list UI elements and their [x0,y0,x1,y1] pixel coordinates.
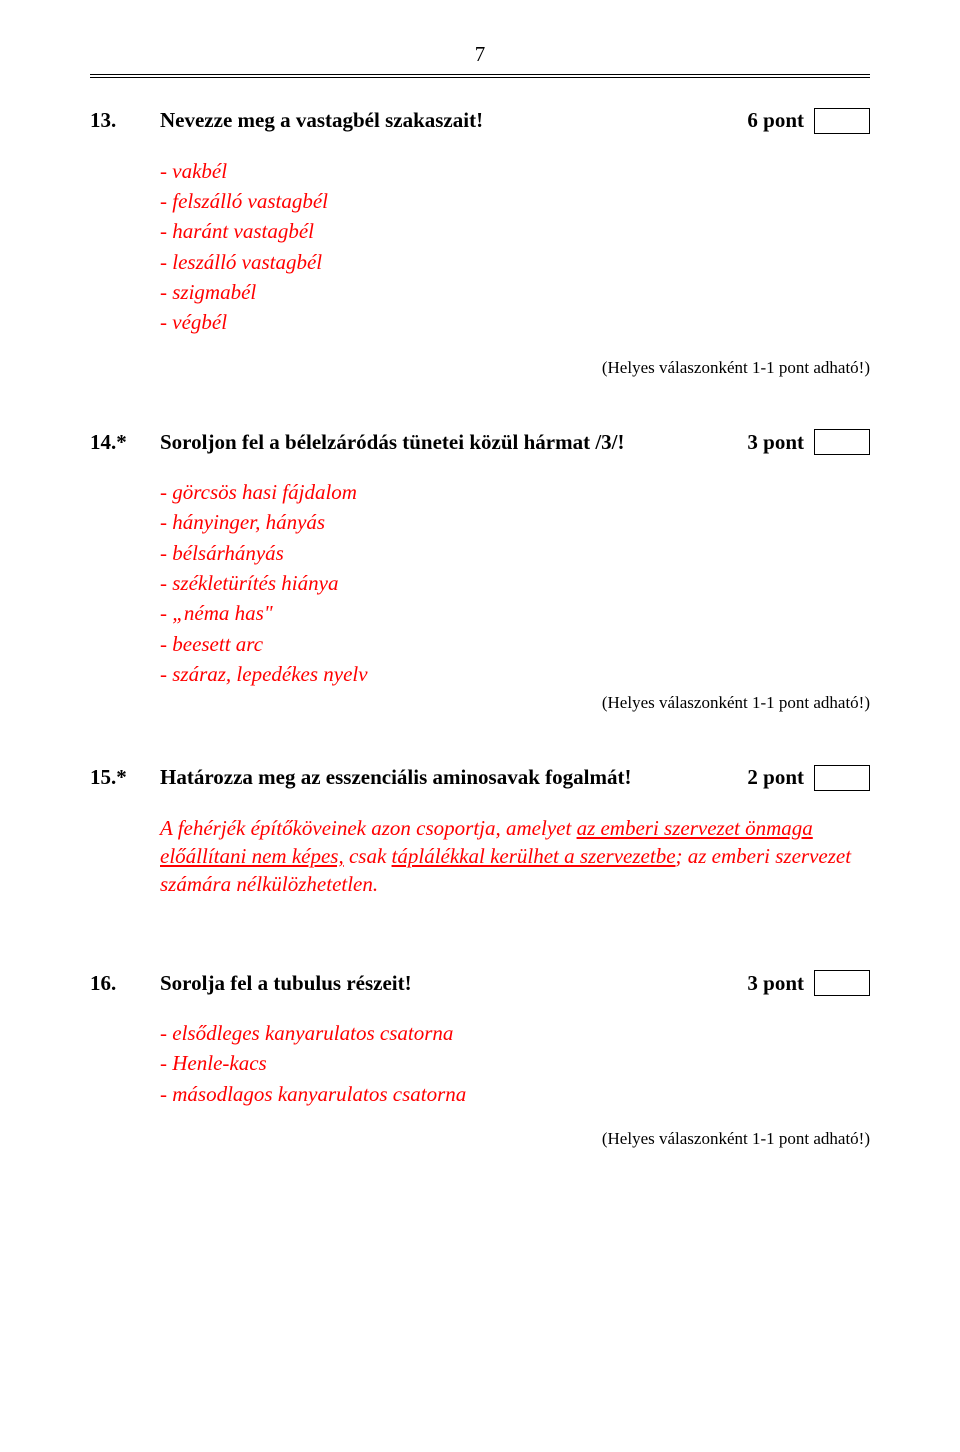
question-title: Soroljon fel a bélelzáródás tünetei közü… [160,428,747,456]
question-title: Nevezze meg a vastagbél szakaszait! [160,106,747,134]
question-header: 14.* Soroljon fel a bélelzáródás tünetei… [90,428,870,456]
question-number: 14.* [90,428,160,456]
score-box [814,108,870,134]
question-header: 16. Sorolja fel a tubulus részeit! 3 pon… [90,969,870,997]
answer-item: - leszálló vastagbél [160,248,870,276]
points-wrap: 3 pont [747,428,870,456]
answers: - görcsös hasi fájdalom - hányinger, hán… [160,478,870,715]
para-text: A fehérjék építőköveinek azon csoportja,… [160,816,577,840]
answers: - elsődleges kanyarulatos csatorna - Hen… [160,1019,870,1108]
question-16: 16. Sorolja fel a tubulus részeit! 3 pon… [90,969,870,1151]
question-title: Sorolja fel a tubulus részeit! [160,969,747,997]
answer-item: - hányinger, hányás [160,508,870,536]
scoring-note: (Helyes válaszonként 1-1 pont adható!) [90,357,870,380]
rule-bottom [90,77,870,78]
scoring-note: (Helyes válaszonként 1-1 pont adható!) [90,1128,870,1151]
answer-item: - „néma has" [160,599,870,627]
answer-item: - végbél [160,308,870,336]
question-header: 15.* Határozza meg az esszenciális amino… [90,763,870,791]
answer-item: - szigmabél [160,278,870,306]
answer-item: - száraz, lepedékes nyelv [160,660,870,688]
score-box [814,429,870,455]
score-box [814,765,870,791]
points-label: 3 pont [747,428,804,456]
points-wrap: 3 pont [747,969,870,997]
points-label: 2 pont [747,763,804,791]
para-underline: táplálékkal kerülhet a szervezetbe [392,844,676,868]
answer-item: - vakbél [160,157,870,185]
scoring-note: (Helyes válaszonként 1-1 pont adható!) [160,692,870,715]
question-header: 13. Nevezze meg a vastagbél szakaszait! … [90,106,870,134]
points-wrap: 2 pont [747,763,870,791]
answer-item: - haránt vastagbél [160,217,870,245]
question-13: 13. Nevezze meg a vastagbél szakaszait! … [90,106,870,379]
answer-item: - Henle-kacs [160,1049,870,1077]
question-number: 16. [90,969,160,997]
answers: - vakbél - felszálló vastagbél - haránt … [160,157,870,337]
question-14: 14.* Soroljon fel a bélelzáródás tünetei… [90,428,870,716]
question-title: Határozza meg az esszenciális aminosavak… [160,763,747,791]
question-number: 13. [90,106,160,134]
answer-item: - felszálló vastagbél [160,187,870,215]
question-number: 15.* [90,763,160,791]
points-label: 3 pont [747,969,804,997]
para-text: csak [344,844,392,868]
points-wrap: 6 pont [747,106,870,134]
question-15: 15.* Határozza meg az esszenciális amino… [90,763,870,898]
answer-item: - bélsárhányás [160,539,870,567]
score-box [814,970,870,996]
answer-item: - székletürítés hiánya [160,569,870,597]
page-number: 7 [90,40,870,68]
answer-item: - görcsös hasi fájdalom [160,478,870,506]
answer-item: - másodlagos kanyarulatos csatorna [160,1080,870,1108]
answer-paragraph: A fehérjék építőköveinek azon csoportja,… [160,814,870,899]
answer-item: - elsődleges kanyarulatos csatorna [160,1019,870,1047]
answer-item: - beesett arc [160,630,870,658]
points-label: 6 pont [747,106,804,134]
rule-top [90,74,870,75]
